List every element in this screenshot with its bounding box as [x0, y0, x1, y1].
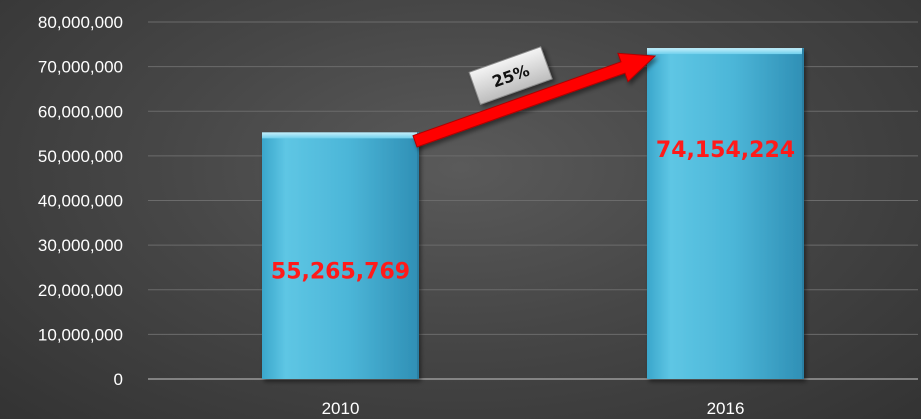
- y-tick-label: 0: [114, 370, 123, 389]
- x-tick-label: 2016: [707, 399, 745, 418]
- y-axis-tick-labels: 0 10,000,000 20,000,000 30,000,000 40,000,00…: [38, 13, 123, 389]
- data-label: 55,265,769: [271, 259, 410, 284]
- growth-arrow: [412, 52, 657, 148]
- growth-callout: 25%: [468, 46, 553, 106]
- y-tick-label: 40,000,000: [38, 192, 123, 211]
- y-tick-label: 30,000,000: [38, 236, 123, 255]
- y-tick-label: 80,000,000: [38, 13, 123, 32]
- bar-body: [262, 132, 419, 379]
- data-labels: 55,265,769 74,154,224: [271, 138, 795, 284]
- x-axis-tick-labels: 2010 2016: [322, 399, 745, 418]
- bar-2016: [647, 48, 804, 379]
- bar-body: [647, 48, 804, 379]
- bar-top-highlight: [262, 132, 419, 139]
- y-tick-label: 20,000,000: [38, 281, 123, 300]
- data-label: 74,154,224: [656, 138, 795, 163]
- bar-2010: [262, 132, 419, 379]
- bar-top-highlight: [647, 48, 804, 55]
- y-tick-label: 60,000,000: [38, 102, 123, 121]
- callout-box: [468, 46, 553, 106]
- bars: [262, 48, 804, 379]
- y-tick-label: 70,000,000: [38, 58, 123, 77]
- x-tick-label: 2010: [322, 399, 360, 418]
- growth-annotation: 25%: [412, 46, 657, 148]
- y-tick-label: 10,000,000: [38, 325, 123, 344]
- y-tick-label: 50,000,000: [38, 147, 123, 166]
